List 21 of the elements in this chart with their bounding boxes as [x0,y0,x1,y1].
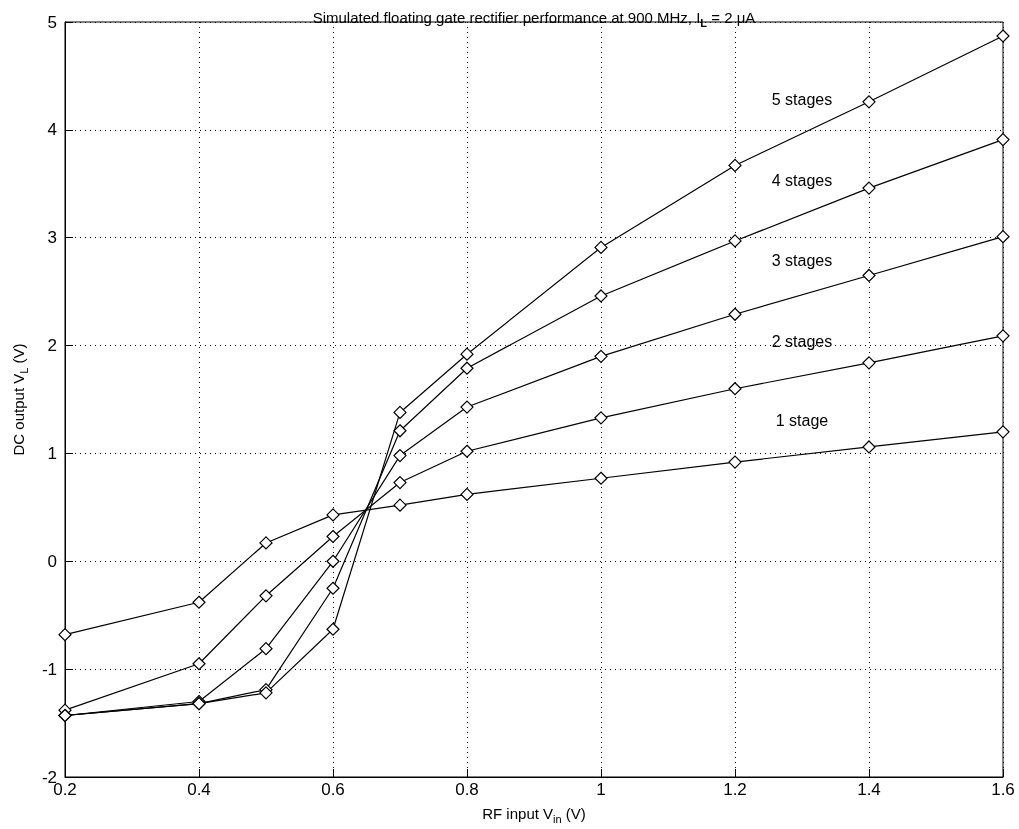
series-label: 5 stages [771,91,833,109]
y-tick-label: 5 [47,12,57,32]
x-tick-label: 0.6 [321,780,345,799]
x-tick-label: 1.4 [857,780,881,799]
series-label: 1 stage [775,412,829,430]
y-tick-label: -1 [41,659,57,679]
series-label: 4 stages [771,172,833,190]
y-tick-label: 1 [47,443,57,463]
y-axis-title: DC output VL (V) [10,343,30,456]
series-label: 2 stages [771,333,833,351]
x-tick-label: 1 [596,780,606,799]
y-tick-label: 0 [47,551,57,571]
x-tick-label: 0.2 [53,780,77,799]
y-tick-label: 2 [47,336,57,356]
x-tick-label: 0.8 [455,780,479,799]
x-tick-label: 1.2 [723,780,747,799]
series-label: 3 stages [771,252,833,270]
y-tick-label: 3 [47,228,57,248]
y-tick-label: 4 [47,120,57,140]
x-tick-label: 1.6 [991,780,1015,799]
x-tick-label: 0.4 [187,780,211,799]
